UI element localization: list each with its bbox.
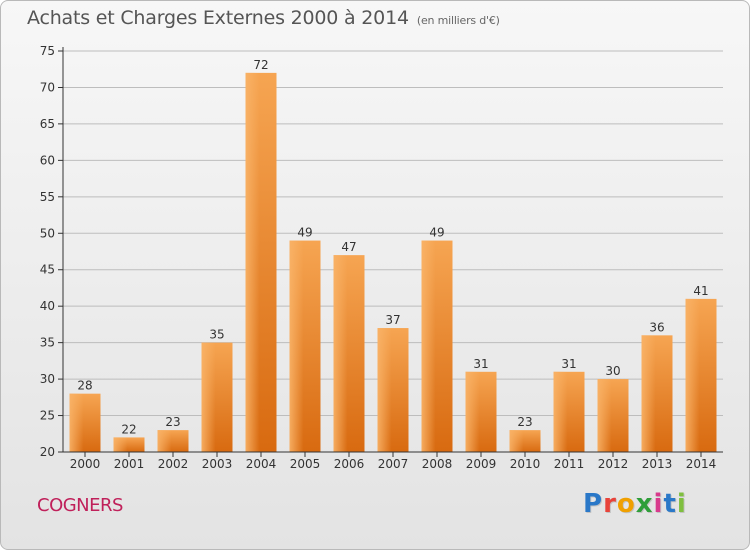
bar-highlight — [685, 298, 700, 452]
data-label: 35 — [209, 328, 224, 342]
chart-unit: (en milliers d'€) — [416, 14, 500, 27]
x-tick-label: 2008 — [422, 457, 453, 471]
chart-title-text: Achats et Charges Externes 2000 à 2014 — [27, 7, 409, 29]
bar-highlight — [69, 393, 84, 452]
bar-highlight — [333, 255, 348, 452]
data-label: 49 — [429, 226, 444, 240]
data-label: 23 — [517, 415, 532, 429]
x-tick-label: 2006 — [334, 457, 365, 471]
y-tick-label: 20 — [40, 445, 55, 459]
x-tick-label: 2009 — [466, 457, 497, 471]
bar-highlight — [597, 379, 612, 452]
data-label: 72 — [253, 58, 268, 72]
y-tick-label: 60 — [40, 153, 55, 167]
data-label: 41 — [693, 284, 708, 298]
x-tick-label: 2014 — [686, 457, 717, 471]
x-tick-label: 2011 — [554, 457, 585, 471]
y-tick-label: 40 — [40, 299, 55, 313]
x-tick-label: 2012 — [598, 457, 629, 471]
brand-letter: i — [653, 489, 664, 519]
data-label: 47 — [341, 240, 356, 254]
bar-highlight — [377, 328, 392, 452]
bar-highlight — [465, 371, 480, 452]
proxiti-logo[interactable]: Proxiti — [583, 489, 687, 519]
bar-highlight — [157, 430, 172, 452]
x-tick-label: 2000 — [70, 457, 101, 471]
brand-letter: P — [583, 489, 604, 519]
data-label: 36 — [649, 320, 664, 334]
y-tick-label: 30 — [40, 372, 55, 386]
brand-letter: x — [635, 489, 654, 519]
x-tick-label: 2002 — [158, 457, 189, 471]
labels: 20 25 30 35 40 45 50 55 60 65 70 75 28 2000 22 2001 23 20… — [40, 44, 717, 471]
data-label: 31 — [473, 357, 488, 371]
x-tick-label: 2007 — [378, 457, 409, 471]
bar-highlight — [289, 240, 304, 452]
bar-highlight — [553, 371, 568, 452]
bar-highlight — [641, 335, 656, 452]
x-tick-label: 2010 — [510, 457, 541, 471]
brand-letter: r — [603, 489, 617, 519]
data-label: 49 — [297, 226, 312, 240]
commune-name: COGNERS — [37, 495, 123, 516]
data-label: 28 — [77, 379, 92, 393]
y-tick-label: 70 — [40, 80, 55, 94]
y-tick-label: 45 — [40, 263, 55, 277]
bar-highlight — [245, 72, 260, 452]
axes — [58, 47, 723, 457]
y-tick-label: 35 — [40, 336, 55, 350]
brand-letter: t — [663, 489, 677, 519]
x-tick-label: 2001 — [114, 457, 145, 471]
y-tick-label: 75 — [40, 44, 55, 58]
x-tick-label: 2004 — [246, 457, 277, 471]
bar-highlight — [113, 437, 128, 452]
bar-highlight — [201, 342, 216, 452]
y-tick-label: 50 — [40, 226, 55, 240]
data-label: 30 — [605, 364, 620, 378]
y-tick-label: 25 — [40, 409, 55, 423]
bar-highlight — [509, 430, 524, 452]
y-tick-label: 65 — [40, 117, 55, 131]
data-label: 31 — [561, 357, 576, 371]
x-tick-label: 2013 — [642, 457, 673, 471]
bar-highlight — [421, 240, 436, 452]
bars — [69, 72, 717, 452]
y-tick-label: 55 — [40, 190, 55, 204]
brand-letter: i — [676, 489, 687, 519]
x-tick-label: 2003 — [202, 457, 233, 471]
data-label: 37 — [385, 313, 400, 327]
x-tick-label: 2005 — [290, 457, 321, 471]
chart-title: Achats et Charges Externes 2000 à 2014 (e… — [27, 7, 500, 29]
brand-letter: o — [616, 489, 636, 519]
data-label: 22 — [121, 422, 136, 436]
data-label: 23 — [165, 415, 180, 429]
